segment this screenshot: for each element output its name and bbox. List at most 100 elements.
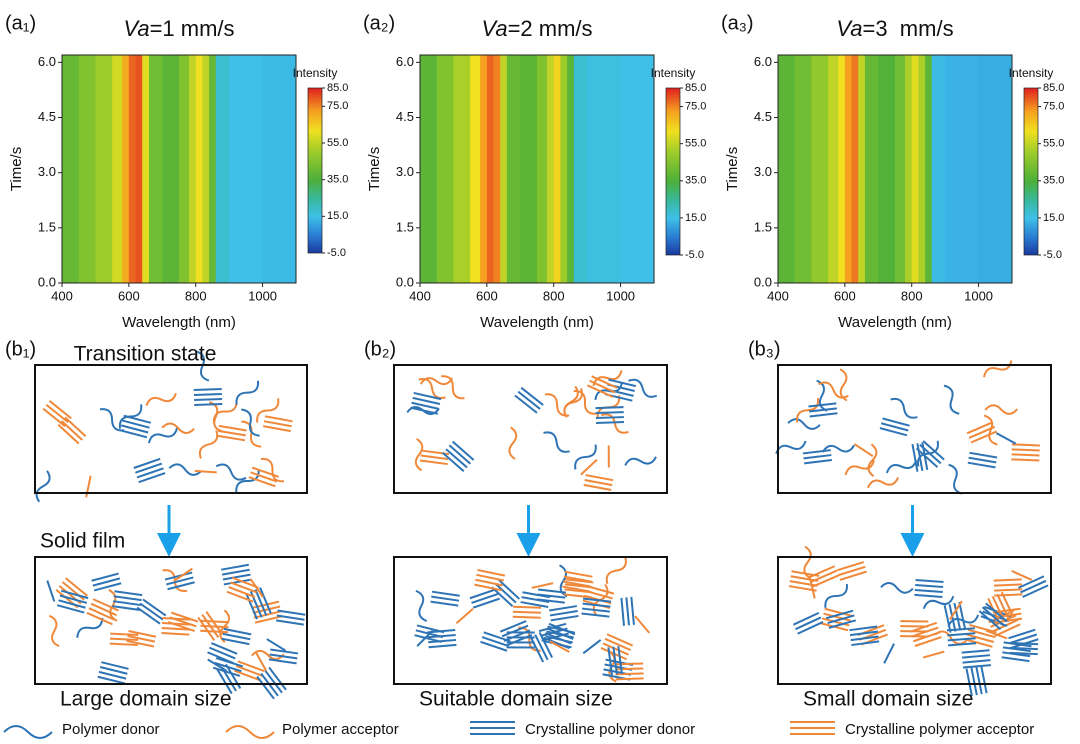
crystal-line bbox=[980, 665, 988, 694]
crystal-line bbox=[563, 575, 592, 583]
crystal-line bbox=[113, 595, 142, 602]
chain bbox=[796, 397, 820, 423]
x-tick-label: 800 bbox=[901, 288, 923, 303]
chain bbox=[592, 370, 623, 387]
crystal-line bbox=[595, 406, 624, 410]
crystal-line bbox=[498, 579, 521, 600]
crystal-line bbox=[201, 614, 220, 639]
crystal-line bbox=[222, 573, 251, 581]
crystal-line bbox=[549, 610, 578, 617]
crystal-line bbox=[978, 610, 1002, 630]
crystal-line bbox=[218, 424, 247, 432]
crystal-line bbox=[263, 420, 292, 428]
crystal-line bbox=[993, 578, 1022, 582]
crystal-line bbox=[607, 647, 613, 676]
crystal-line bbox=[210, 642, 238, 655]
crystal-line bbox=[475, 578, 504, 587]
heat-stripe bbox=[905, 55, 913, 283]
stage-label: Solid film bbox=[40, 530, 125, 553]
box bbox=[34, 556, 308, 685]
crystal-line bbox=[812, 574, 840, 588]
crystal-line bbox=[48, 400, 72, 420]
crystal-line bbox=[615, 672, 644, 676]
crystal-line bbox=[589, 379, 616, 394]
crystal-line bbox=[595, 411, 624, 415]
x-tick-label: 600 bbox=[834, 288, 856, 303]
crystal-line bbox=[57, 423, 80, 445]
crystal-line bbox=[795, 616, 822, 631]
stage-label: Transition state bbox=[74, 343, 217, 366]
crystal-line bbox=[824, 607, 853, 617]
crystal-line bbox=[230, 581, 258, 594]
colorbar-tick-label: 15.0 bbox=[1043, 212, 1064, 224]
crystal-line bbox=[112, 605, 141, 612]
crystal-line bbox=[253, 610, 282, 619]
crystal-line bbox=[967, 461, 996, 469]
chain bbox=[984, 404, 1018, 415]
heat-stripe bbox=[189, 55, 197, 283]
title-var: Va bbox=[836, 16, 862, 41]
crystal-line bbox=[993, 583, 1022, 587]
crystal-line bbox=[164, 571, 193, 581]
crystal-line bbox=[911, 443, 919, 472]
crystal-line bbox=[167, 581, 195, 591]
crystal-line bbox=[123, 414, 152, 424]
crystal-line bbox=[981, 606, 1005, 627]
chain bbox=[885, 459, 918, 474]
heat-stripe bbox=[215, 55, 230, 283]
crystal-line bbox=[254, 589, 268, 616]
heat-stripe bbox=[148, 55, 163, 283]
crystal-line bbox=[109, 642, 138, 646]
heat-stripe bbox=[470, 55, 481, 283]
x-tick-label: 800 bbox=[185, 288, 207, 303]
crystal-line bbox=[879, 427, 908, 437]
heat-stripe bbox=[567, 55, 575, 283]
crystal-line bbox=[228, 586, 256, 598]
crystal-line bbox=[591, 375, 618, 389]
y-tick-label: 0.0 bbox=[396, 274, 414, 289]
crystal-line bbox=[1022, 584, 1049, 598]
crystal-line bbox=[970, 430, 998, 444]
chain bbox=[145, 393, 177, 407]
y-tick-label: 3.0 bbox=[754, 164, 772, 179]
crystal-line bbox=[216, 669, 233, 695]
heat-stripe bbox=[506, 55, 521, 283]
crystal-line bbox=[223, 578, 252, 586]
crystal-line bbox=[791, 570, 820, 577]
crystal-line bbox=[828, 619, 857, 629]
crystal-line bbox=[943, 605, 952, 633]
crystal-line bbox=[1011, 458, 1040, 462]
crystal-line bbox=[223, 627, 252, 636]
rod bbox=[808, 576, 816, 599]
crystal-line bbox=[270, 648, 299, 655]
crystal-line bbox=[56, 604, 85, 614]
y-axis-label: Time/s bbox=[8, 147, 25, 191]
chain bbox=[508, 426, 518, 460]
crystal-line bbox=[167, 621, 195, 632]
crystal-line bbox=[992, 607, 1021, 614]
crystal-line bbox=[596, 421, 625, 425]
crystal-line bbox=[226, 590, 254, 603]
crystal-line bbox=[231, 576, 259, 589]
chain bbox=[624, 456, 657, 466]
crystal-line bbox=[595, 416, 624, 420]
chain bbox=[212, 400, 238, 423]
crystal-line bbox=[256, 675, 275, 700]
crystal-line bbox=[471, 592, 499, 604]
colorbar-tick-label: 15.0 bbox=[327, 210, 348, 222]
colorbar-tick-label: 85.0 bbox=[1043, 82, 1064, 94]
chain bbox=[235, 380, 260, 405]
chain bbox=[419, 377, 454, 386]
rod bbox=[416, 629, 434, 647]
crystal-line bbox=[420, 454, 449, 461]
colorbar-title: Intensity bbox=[1009, 66, 1054, 80]
crystal-line bbox=[1011, 453, 1040, 457]
x-axis-label: Wavelength (nm) bbox=[122, 314, 236, 331]
chain bbox=[414, 437, 424, 472]
crystal-line bbox=[237, 660, 265, 673]
crystal-line bbox=[207, 651, 234, 664]
heat-stripe bbox=[620, 55, 655, 283]
crystal-line bbox=[520, 601, 549, 608]
crystal-line bbox=[584, 478, 613, 487]
chain bbox=[76, 617, 104, 638]
